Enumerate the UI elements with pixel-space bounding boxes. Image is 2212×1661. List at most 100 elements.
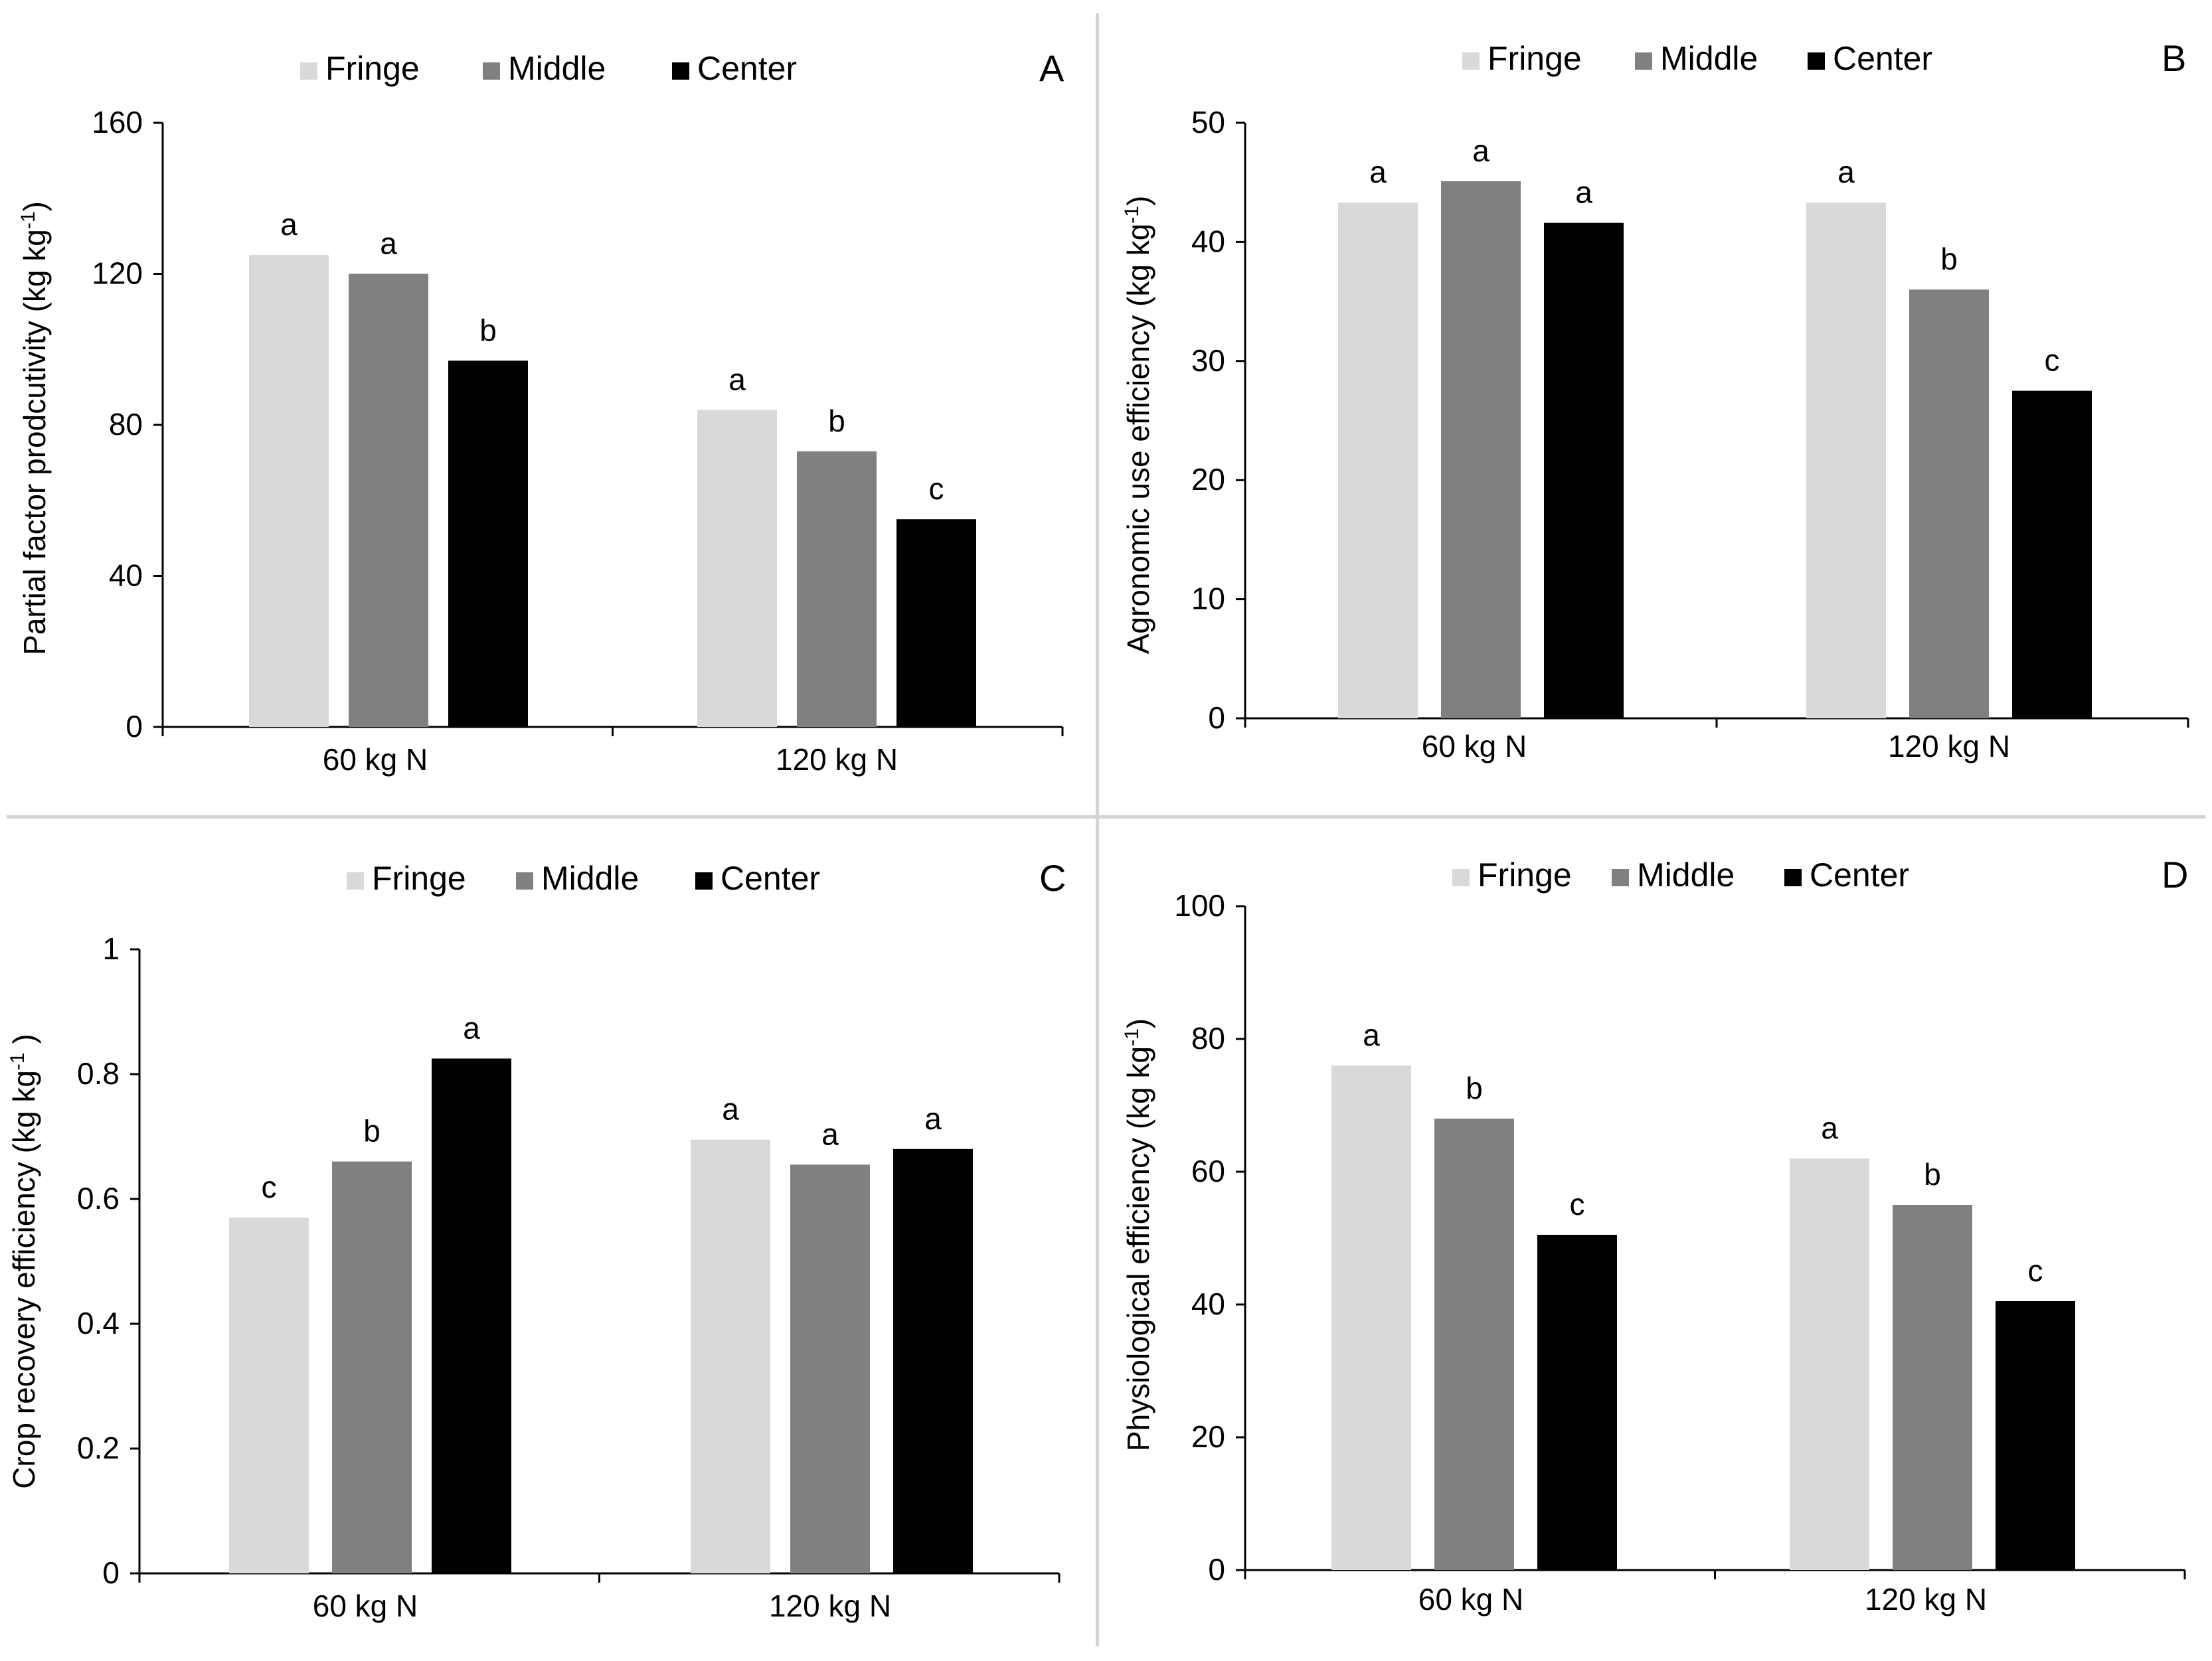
significance-letter: a bbox=[280, 207, 298, 242]
category-label: 120 kg N bbox=[776, 742, 898, 777]
y-tick-label: 40 bbox=[109, 558, 143, 593]
bar-center bbox=[1544, 222, 1624, 718]
y-tick-label: 0.4 bbox=[77, 1306, 120, 1340]
legend-swatch-fringe bbox=[1462, 52, 1480, 70]
legend-swatch-fringe bbox=[1452, 869, 1470, 886]
legend-swatch-center bbox=[672, 62, 689, 80]
panel-label: C bbox=[1039, 857, 1066, 899]
bar-center bbox=[896, 519, 976, 727]
legend-entry-fringe: Fringe bbox=[1478, 856, 1572, 894]
y-tick-label: 0.6 bbox=[77, 1181, 120, 1216]
y-tick-label: 0.8 bbox=[77, 1056, 120, 1091]
legend-swatch-middle bbox=[1612, 869, 1629, 886]
significance-letter: c bbox=[2028, 1253, 2043, 1288]
y-tick-label: 40 bbox=[1191, 224, 1225, 258]
significance-letter: a bbox=[1821, 1111, 1838, 1145]
category-label: 120 kg N bbox=[1888, 729, 2010, 763]
bar-fringe bbox=[697, 410, 777, 727]
significance-letter: c bbox=[2045, 343, 2060, 378]
legend-swatch-middle bbox=[516, 872, 533, 890]
significance-letter: b bbox=[1466, 1071, 1483, 1105]
significance-letter: a bbox=[821, 1117, 839, 1151]
y-axis-label: Partial factor prodcutivity (kg kg-1) bbox=[17, 201, 52, 655]
y-axis-label: Agronomic use efficiency (kg kg-1) bbox=[1121, 196, 1156, 655]
y-tick-label: 1 bbox=[102, 931, 120, 966]
bar-center bbox=[893, 1148, 973, 1573]
legend-entry-middle: Middle bbox=[1660, 40, 1758, 77]
bar-middle bbox=[1441, 181, 1521, 718]
y-tick-label: 40 bbox=[1191, 1287, 1225, 1321]
bar-center bbox=[448, 360, 528, 727]
legend-entry-middle: Middle bbox=[541, 860, 639, 897]
bar-center bbox=[2012, 390, 2092, 718]
y-tick-label: 30 bbox=[1191, 343, 1225, 378]
significance-letter: a bbox=[1472, 133, 1489, 168]
legend-entry-fringe: Fringe bbox=[325, 50, 420, 87]
category-label: 120 kg N bbox=[1865, 1582, 1987, 1617]
significance-letter: a bbox=[728, 362, 746, 396]
legend-swatch-center bbox=[1808, 52, 1825, 70]
bar-fringe bbox=[1806, 202, 1886, 718]
category-label: 60 kg N bbox=[323, 742, 428, 777]
panel-d: 0 20 40 60 80 100 60 kg N 120 kg N a b c a b c Fringe M… bbox=[1121, 854, 2189, 1617]
y-tick-label: 80 bbox=[109, 407, 143, 441]
category-label: 60 kg N bbox=[313, 1589, 418, 1623]
legend-entry-center: Center bbox=[1810, 856, 1909, 894]
y-tick-label: 50 bbox=[1191, 105, 1225, 139]
y-tick-label: 0.2 bbox=[77, 1431, 120, 1465]
bar-fringe bbox=[1338, 202, 1418, 718]
y-tick-label: 160 bbox=[92, 105, 143, 139]
significance-letter: a bbox=[463, 1011, 480, 1046]
y-tick-label: 0 bbox=[126, 709, 143, 744]
significance-letter: a bbox=[1363, 1018, 1380, 1052]
y-tick-label: 0 bbox=[1208, 700, 1225, 735]
legend-swatch-center bbox=[1784, 869, 1802, 886]
significance-letter: b bbox=[479, 313, 497, 347]
significance-letter: c bbox=[262, 1170, 277, 1204]
panel-label: D bbox=[2162, 854, 2188, 896]
legend-entry-middle: Middle bbox=[1637, 856, 1735, 894]
y-tick-label: 20 bbox=[1191, 1419, 1225, 1454]
legend-swatch-middle bbox=[1635, 52, 1652, 70]
bar-fringe bbox=[691, 1139, 770, 1573]
y-tick-label: 20 bbox=[1191, 462, 1225, 497]
bar-fringe bbox=[229, 1218, 309, 1573]
vertical-divider bbox=[1096, 13, 1099, 1646]
y-tick-label: 60 bbox=[1191, 1154, 1225, 1188]
bar-middle bbox=[332, 1161, 412, 1573]
significance-letter: a bbox=[722, 1092, 739, 1127]
legend-entry-middle: Middle bbox=[508, 50, 606, 87]
significance-letter: a bbox=[1369, 155, 1387, 189]
legend-entry-center: Center bbox=[721, 860, 820, 897]
legend-entry-fringe: Fringe bbox=[1488, 40, 1582, 77]
significance-letter: c bbox=[1570, 1187, 1585, 1222]
y-axis-label: Crop recovery efficiency (kg kg-1 ) bbox=[7, 1034, 42, 1488]
bar-fringe bbox=[1331, 1066, 1411, 1570]
category-label: 120 kg N bbox=[769, 1589, 891, 1623]
bar-middle bbox=[349, 274, 428, 727]
bar-fringe bbox=[249, 255, 329, 727]
bar-center bbox=[1996, 1301, 2075, 1570]
bar-middle bbox=[790, 1164, 870, 1573]
significance-letter: a bbox=[1575, 175, 1592, 210]
legend-swatch-middle bbox=[483, 62, 500, 80]
significance-letter: a bbox=[1837, 155, 1855, 189]
y-tick-label: 0 bbox=[102, 1555, 120, 1590]
panel-a: 0 40 80 120 160 60 kg N 120 kg N a a b a b c Fringe Mi… bbox=[17, 47, 1065, 777]
significance-letter: b bbox=[1940, 242, 1958, 276]
legend-swatch-fringe bbox=[300, 62, 317, 80]
legend-entry-fringe: Fringe bbox=[372, 860, 466, 897]
legend-swatch-fringe bbox=[347, 872, 364, 890]
panel-label: A bbox=[1039, 47, 1064, 89]
y-tick-label: 10 bbox=[1191, 582, 1225, 616]
significance-letter: b bbox=[1924, 1157, 1941, 1192]
bar-middle bbox=[1909, 289, 1989, 718]
legend-entry-center: Center bbox=[1833, 40, 1932, 77]
panel-b: 0 10 20 30 40 50 60 kg N 120 kg N a a a a b c Fringe Mi… bbox=[1121, 37, 2189, 763]
significance-letter: b bbox=[828, 404, 845, 438]
bar-middle bbox=[1434, 1119, 1514, 1570]
category-label: 60 kg N bbox=[1418, 1582, 1524, 1617]
legend-swatch-center bbox=[695, 872, 713, 890]
panel-c: 0 0.2 0.4 0.6 0.8 1 60 kg N 120 kg N c b a a a a Fring… bbox=[7, 857, 1066, 1623]
